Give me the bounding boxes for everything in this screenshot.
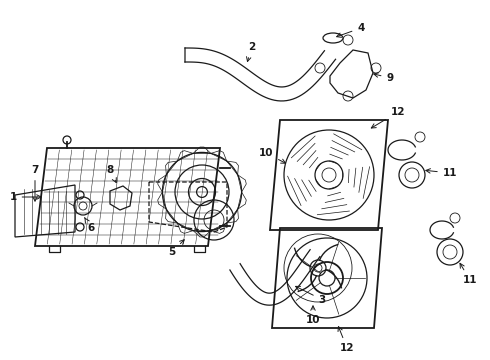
Text: 10: 10 bbox=[306, 306, 320, 325]
Text: 9: 9 bbox=[374, 73, 393, 83]
Text: 8: 8 bbox=[106, 165, 116, 183]
Text: 7: 7 bbox=[31, 165, 39, 201]
Text: 5: 5 bbox=[169, 240, 184, 257]
Text: 1: 1 bbox=[9, 192, 41, 202]
Text: 6: 6 bbox=[85, 218, 95, 233]
Text: 10: 10 bbox=[259, 148, 286, 163]
Text: 12: 12 bbox=[338, 327, 354, 353]
Circle shape bbox=[196, 186, 207, 197]
Text: 11: 11 bbox=[460, 263, 477, 285]
Text: 4: 4 bbox=[337, 23, 365, 37]
Text: 12: 12 bbox=[371, 107, 405, 128]
Text: 11: 11 bbox=[426, 168, 457, 178]
Text: 3: 3 bbox=[295, 286, 326, 305]
Text: 2: 2 bbox=[246, 42, 255, 62]
